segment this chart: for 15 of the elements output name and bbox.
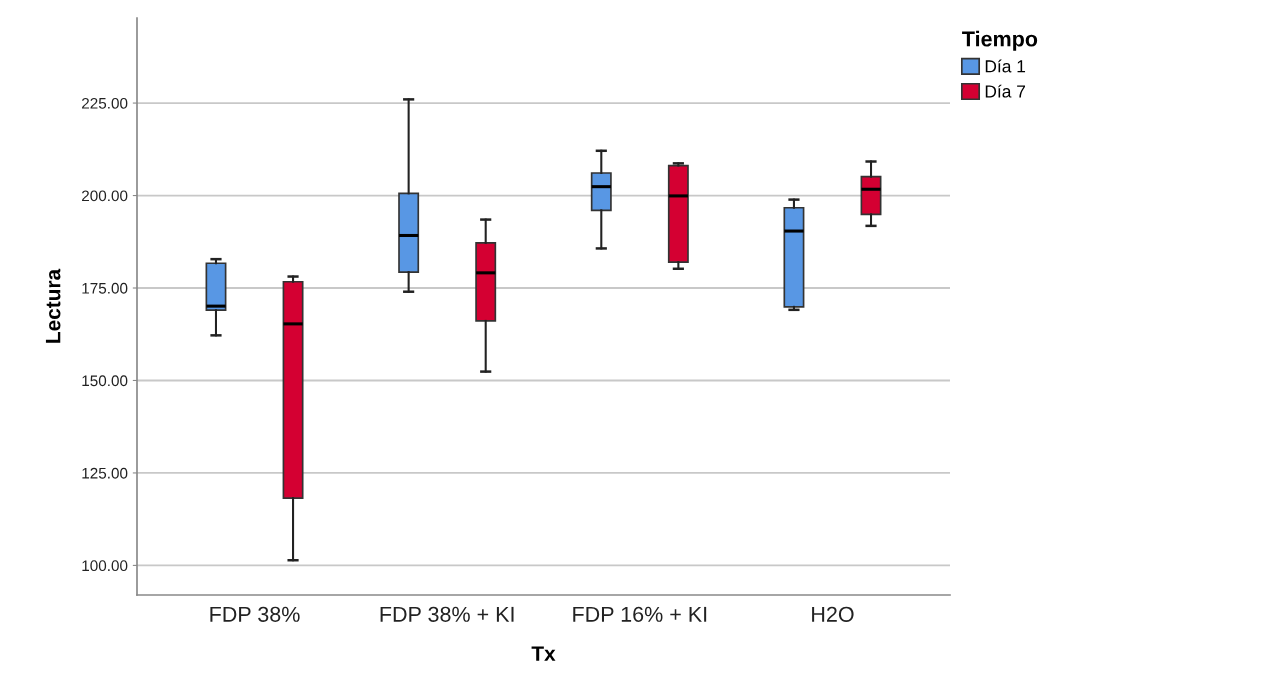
y-axis-title: Lectura: [45, 268, 61, 343]
legend-title: Tiempo: [962, 30, 1038, 51]
y-tick-label: 225.00: [82, 97, 128, 109]
legend-label: Día 1: [985, 59, 1026, 73]
y-tick-label: 175.00: [82, 282, 128, 294]
y-tick-label: 100.00: [82, 560, 128, 572]
y-tick-label: 150.00: [82, 375, 128, 387]
x-tick-label: H2O: [812, 606, 854, 622]
x-tick-label: FDP 16% + KI: [573, 606, 707, 622]
y-tick-label: 200.00: [82, 190, 128, 202]
x-tick-label: FDP 38% + KI: [380, 606, 514, 622]
legend-label: Día 7: [985, 84, 1026, 98]
x-tick-label: FDP 38%: [210, 606, 300, 622]
y-tick-label: 125.00: [82, 467, 128, 479]
x-axis-title: Tx: [531, 646, 556, 661]
